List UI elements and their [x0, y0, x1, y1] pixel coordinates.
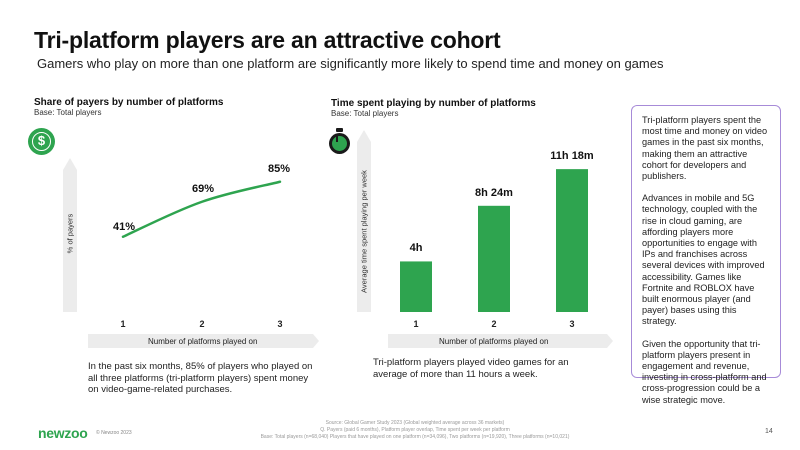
insight-paragraph-3: Given the opportunity that tri-platform … [642, 338, 767, 405]
stopwatch-icon [326, 128, 353, 157]
copyright: © Newzoo 2023 [96, 430, 132, 436]
source-note: Source: Global Gamer Study 2023 (Global … [250, 420, 580, 441]
chart2-bar [478, 205, 510, 312]
chart2-base: Base: Total players [331, 109, 399, 118]
chart1-data-label: 85% [268, 162, 291, 175]
chart1-data-label: 41% [113, 220, 136, 233]
insight-paragraph-1: Tri-platform players spent the most time… [642, 115, 768, 182]
chart1-x-label: Number of platforms played on [148, 337, 258, 346]
chart1-data-label: 69% [192, 182, 215, 195]
newzoo-logo: newzoo [38, 425, 88, 441]
chart2-data-label: 11h 18m [550, 150, 594, 163]
chart2-bar [400, 261, 432, 312]
chart2-x-label: Number of platforms played on [439, 337, 549, 346]
page-subtitle: Gamers who play on more than one platfor… [37, 56, 664, 71]
chart1-x-axis-band [88, 334, 319, 348]
page-title: Tri-platform players are an attractive c… [34, 27, 501, 53]
source-line: Source: Global Gamer Study 2023 (Global … [325, 420, 505, 426]
chart2-x-axis-band [388, 334, 613, 348]
chart1-series-line [121, 180, 282, 238]
source-line: Q. Payers (paid 6 months), Platform play… [320, 427, 510, 433]
page-number: 14 [765, 428, 773, 435]
chart2-y-axis-band [357, 130, 371, 312]
chart2-caption: Tri-platform players played video games … [373, 357, 569, 380]
chart2-data-label: 4h [409, 242, 423, 255]
chart1-x-tick: 1 [120, 319, 126, 329]
chart1-caption: In the past six months, 85% of players w… [88, 361, 313, 395]
source-line: Base: Total players (n=68,040) Players t… [260, 434, 570, 440]
chart1-title: Share of payers by number of platforms [34, 97, 224, 108]
chart2-x-tick: 1 [413, 319, 419, 329]
insight-box: Tri-platform players spent the most time… [631, 105, 781, 405]
chart1-y-axis-band [63, 158, 77, 312]
chart1-x-tick: 3 [277, 319, 283, 329]
chart2-data-label: 8h 24m [475, 186, 513, 199]
dollar-icon: $ [28, 128, 55, 155]
chart2-x-tick: 3 [569, 319, 575, 329]
chart1-x-tick: 2 [199, 319, 205, 329]
chart2-bar [556, 169, 588, 312]
chart1-base: Base: Total players [34, 108, 102, 117]
chart2-title: Time spent playing by number of platform… [331, 98, 536, 109]
chart2-x-tick: 2 [491, 319, 497, 329]
insight-paragraph-2: Advances in mobile and 5G technology, co… [642, 193, 765, 327]
